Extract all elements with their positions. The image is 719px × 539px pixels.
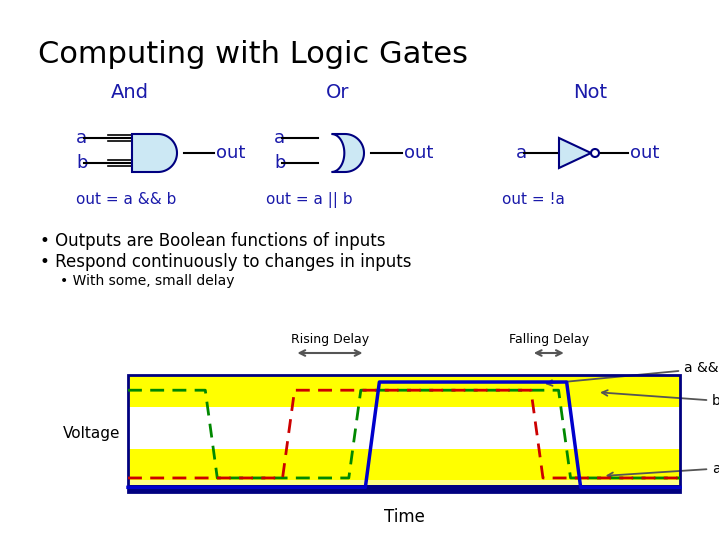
- Text: Or: Or: [326, 83, 349, 102]
- Text: Voltage: Voltage: [63, 426, 120, 441]
- Text: out: out: [630, 144, 659, 162]
- Bar: [128, 406, 680, 448]
- Text: • With some, small delay: • With some, small delay: [60, 274, 234, 288]
- Text: • Respond continuously to changes in inputs: • Respond continuously to changes in inp…: [40, 253, 411, 271]
- Text: b: b: [76, 154, 88, 172]
- Text: Rising Delay: Rising Delay: [291, 333, 369, 346]
- Text: a: a: [516, 144, 527, 162]
- Bar: [128, 375, 680, 492]
- Text: out = !a: out = !a: [502, 192, 565, 207]
- Text: And: And: [111, 83, 149, 102]
- Circle shape: [591, 149, 599, 157]
- Text: out: out: [216, 144, 245, 162]
- Bar: [128, 485, 680, 492]
- Text: out: out: [404, 144, 434, 162]
- Polygon shape: [559, 138, 591, 168]
- Bar: [128, 375, 680, 492]
- Text: b: b: [602, 390, 719, 407]
- Text: out = a && b: out = a && b: [76, 192, 176, 207]
- Bar: [128, 480, 680, 485]
- Polygon shape: [132, 134, 177, 172]
- Text: a: a: [76, 129, 87, 147]
- Polygon shape: [331, 134, 364, 172]
- Text: Falling Delay: Falling Delay: [509, 333, 589, 346]
- Text: a && b: a && b: [546, 361, 719, 386]
- Text: a: a: [608, 461, 719, 478]
- Text: b: b: [274, 154, 285, 172]
- Text: Computing with Logic Gates: Computing with Logic Gates: [38, 40, 468, 69]
- Text: Not: Not: [573, 83, 607, 102]
- Text: • Outputs are Boolean functions of inputs: • Outputs are Boolean functions of input…: [40, 232, 385, 250]
- Text: a: a: [274, 129, 285, 147]
- Text: Time: Time: [383, 508, 424, 526]
- Text: out = a || b: out = a || b: [266, 192, 352, 208]
